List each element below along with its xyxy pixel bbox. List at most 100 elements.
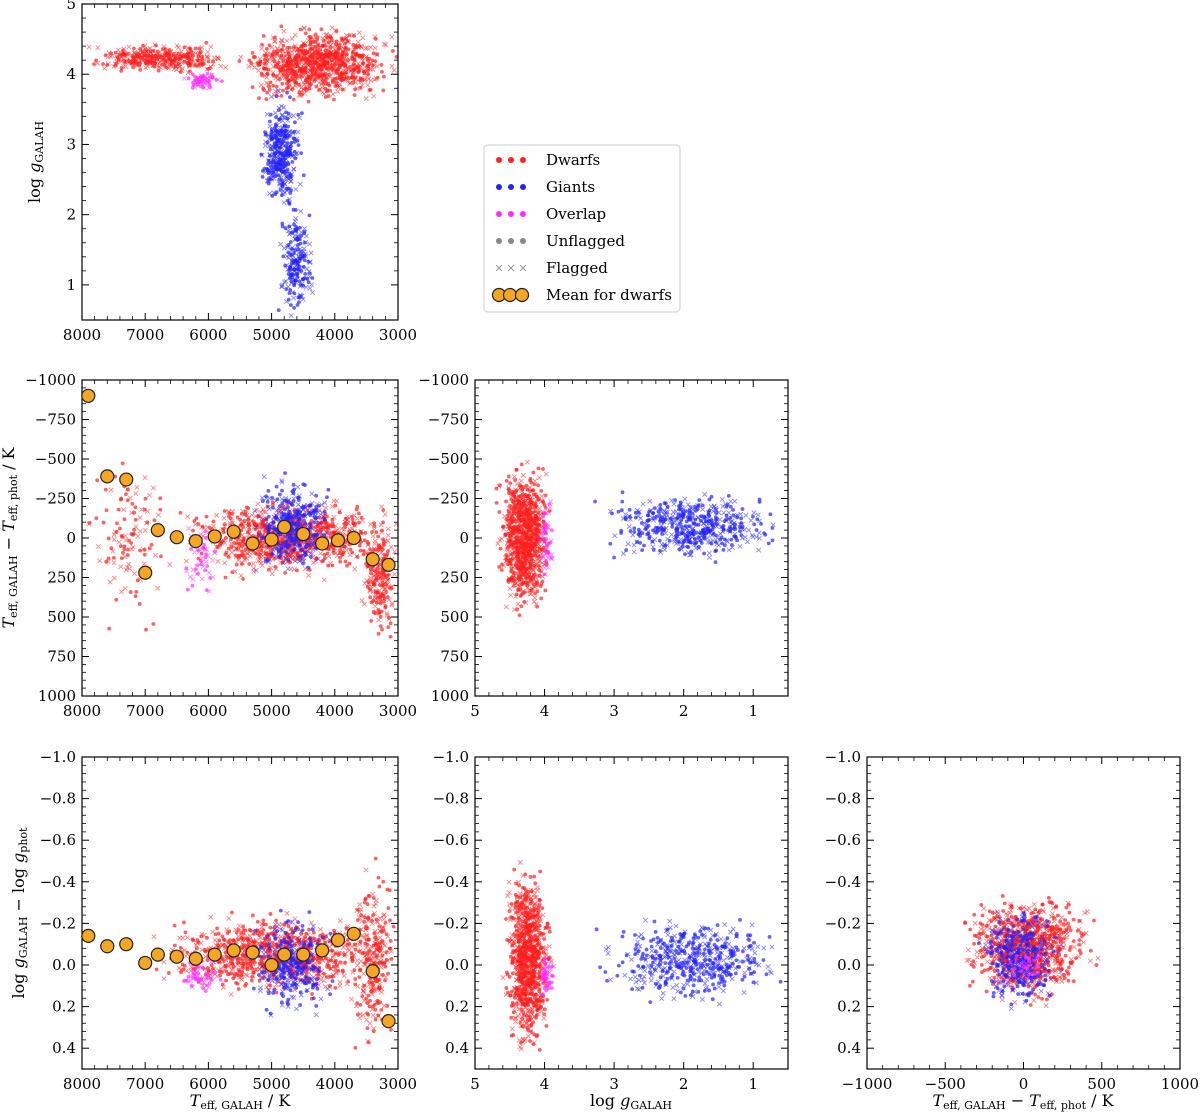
unflagged-point — [296, 112, 301, 117]
unflagged-point — [122, 544, 127, 549]
flagged-point — [131, 570, 138, 577]
flagged-point — [711, 504, 717, 510]
unflagged-point — [379, 63, 384, 67]
unflagged-point — [506, 531, 510, 536]
unflagged-point — [281, 537, 285, 542]
flagged-point — [181, 75, 187, 81]
unflagged-point — [138, 55, 143, 60]
unflagged-point — [292, 140, 297, 144]
unflagged-point — [274, 115, 278, 119]
flagged-point — [122, 51, 128, 57]
flagged-point — [330, 44, 336, 50]
flagged-point — [388, 584, 394, 590]
unflagged-point — [287, 266, 292, 271]
unflagged-point — [303, 58, 308, 62]
unflagged-point — [324, 525, 329, 530]
unflagged-point — [525, 522, 529, 527]
unflagged-point — [299, 547, 304, 552]
unflagged-point — [113, 63, 118, 68]
flagged-point — [626, 513, 632, 519]
unflagged-point — [294, 537, 299, 542]
unflagged-point — [307, 213, 312, 218]
unflagged-point — [386, 572, 391, 577]
unflagged-point — [593, 499, 597, 504]
flagged-point — [288, 61, 294, 67]
unflagged-point — [322, 552, 327, 557]
unflagged-point — [532, 492, 536, 497]
unflagged-point — [381, 570, 386, 575]
flagged-point — [746, 527, 752, 533]
dwarf-mean-marker — [277, 519, 292, 535]
flagged-point — [265, 178, 271, 184]
flagged-point — [175, 44, 181, 51]
y-tick-label: −750 — [35, 411, 76, 429]
flagged-point — [351, 56, 357, 62]
flagged-point — [318, 550, 324, 556]
unflagged-point — [544, 545, 549, 550]
unflagged-point — [298, 543, 303, 548]
unflagged-point — [528, 512, 532, 517]
flagged-point — [282, 69, 288, 75]
flagged-point — [206, 77, 212, 83]
flagged-point — [373, 76, 379, 82]
unflagged-point — [694, 540, 699, 545]
flagged-point — [538, 532, 544, 538]
unflagged-point — [188, 69, 192, 74]
unflagged-point — [261, 33, 266, 38]
y-tick-label: 0 — [459, 529, 469, 547]
unflagged-point — [499, 562, 504, 567]
dwarf-mean-marker — [100, 469, 115, 484]
x-tick-label: 8000 — [63, 702, 101, 720]
flagged-point — [308, 540, 314, 546]
unflagged-point — [664, 501, 668, 506]
flagged-point — [305, 38, 311, 44]
flagged-point — [520, 548, 526, 554]
unflagged-point — [739, 533, 744, 537]
unflagged-point — [509, 566, 514, 571]
flagged-point — [281, 115, 287, 121]
flagged-point — [277, 174, 283, 180]
flagged-point — [287, 186, 293, 192]
flagged-point — [272, 172, 278, 178]
unflagged-point — [296, 243, 300, 247]
unflagged-point — [223, 552, 228, 557]
flagged-point — [236, 557, 242, 563]
unflagged-point — [281, 254, 286, 259]
unflagged-point — [549, 528, 554, 533]
unflagged-point — [367, 62, 371, 66]
unflagged-point — [676, 512, 681, 517]
flagged-point — [363, 45, 369, 51]
flagged-point — [528, 591, 534, 597]
unflagged-point — [361, 61, 366, 66]
unflagged-point — [708, 528, 713, 533]
unflagged-point — [298, 27, 303, 32]
unflagged-point — [352, 33, 356, 38]
flagged-point — [198, 58, 204, 64]
unflagged-point — [303, 271, 308, 276]
flagged-point — [143, 65, 149, 71]
unflagged-point — [358, 548, 363, 553]
unflagged-point — [541, 545, 546, 550]
unflagged-point — [533, 514, 537, 519]
x-tick-label: 3000 — [379, 702, 417, 720]
flagged-point — [126, 44, 132, 50]
unflagged-point — [681, 510, 685, 515]
unflagged-point — [543, 522, 548, 527]
flagged-point — [529, 546, 535, 552]
flagged-point — [756, 535, 762, 541]
unflagged-point — [509, 497, 514, 502]
unflagged-point — [331, 548, 336, 553]
unflagged-point — [280, 488, 284, 493]
flagged-point — [279, 509, 285, 515]
unflagged-point — [274, 484, 279, 489]
flagged-point — [728, 498, 734, 504]
flagged-point — [223, 64, 229, 71]
unflagged-point — [504, 478, 509, 483]
unflagged-point — [144, 627, 148, 632]
flagged-point — [267, 123, 273, 129]
flagged-point — [233, 554, 239, 560]
flagged-point — [307, 550, 313, 557]
unflagged-point — [290, 258, 295, 262]
flagged-point — [291, 295, 297, 301]
unflagged-point — [375, 595, 380, 600]
